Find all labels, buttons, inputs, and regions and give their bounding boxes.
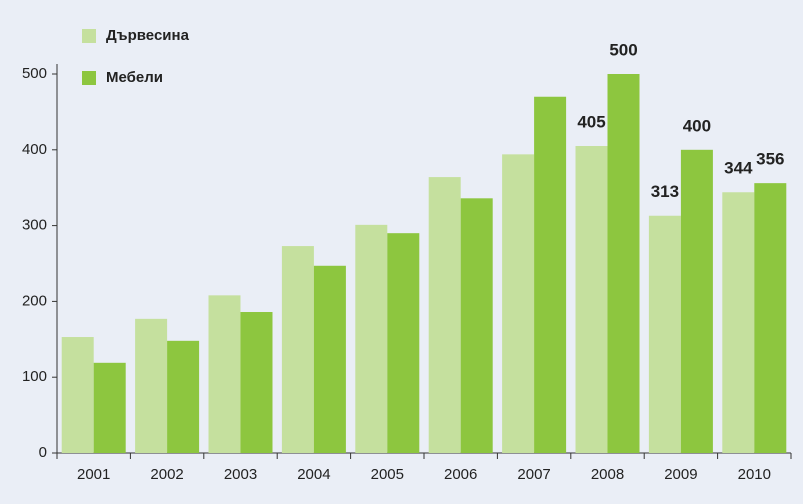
data-label: 313 — [651, 182, 679, 201]
y-tick-label: 500 — [22, 65, 47, 82]
bar — [135, 318, 168, 453]
x-tick-label: 2005 — [371, 466, 404, 483]
data-label: 356 — [756, 150, 784, 169]
data-label: 344 — [724, 159, 753, 178]
x-tick-label: 2009 — [664, 466, 697, 483]
x-tick-label: 2008 — [591, 466, 624, 483]
bar — [313, 265, 346, 453]
bar — [648, 215, 681, 453]
y-tick-label: 400 — [22, 141, 47, 158]
data-label: 405 — [577, 112, 605, 131]
bar — [355, 224, 388, 453]
legend-label: Мебели — [106, 69, 163, 86]
bar — [428, 177, 461, 453]
bar — [167, 340, 200, 453]
bar — [240, 312, 273, 453]
legend-swatch — [82, 29, 96, 43]
bar — [61, 337, 94, 453]
data-label: 500 — [609, 40, 637, 59]
bar — [502, 154, 535, 453]
x-tick-label: 2004 — [297, 466, 330, 483]
legend-swatch — [82, 71, 96, 85]
bar — [680, 149, 713, 454]
bar — [722, 192, 755, 454]
y-tick-label: 300 — [22, 217, 47, 234]
x-tick-label: 2003 — [224, 466, 257, 483]
data-label: 400 — [683, 116, 711, 135]
y-tick-label: 100 — [22, 368, 47, 385]
bar — [754, 183, 787, 454]
bar — [575, 146, 608, 453]
bar — [93, 362, 126, 453]
y-tick-label: 200 — [22, 292, 47, 309]
x-tick-label: 2006 — [444, 466, 477, 483]
x-tick-label: 2007 — [517, 466, 550, 483]
bar — [460, 198, 493, 453]
legend-label: Дървесина — [106, 27, 190, 44]
bar — [387, 233, 420, 453]
bar — [534, 96, 567, 454]
x-tick-label: 2010 — [738, 466, 771, 483]
bar — [281, 246, 314, 453]
bar — [208, 295, 241, 453]
x-tick-label: 2001 — [77, 466, 110, 483]
y-tick-label: 0 — [39, 444, 47, 461]
bar — [607, 74, 640, 453]
x-tick-label: 2002 — [150, 466, 183, 483]
